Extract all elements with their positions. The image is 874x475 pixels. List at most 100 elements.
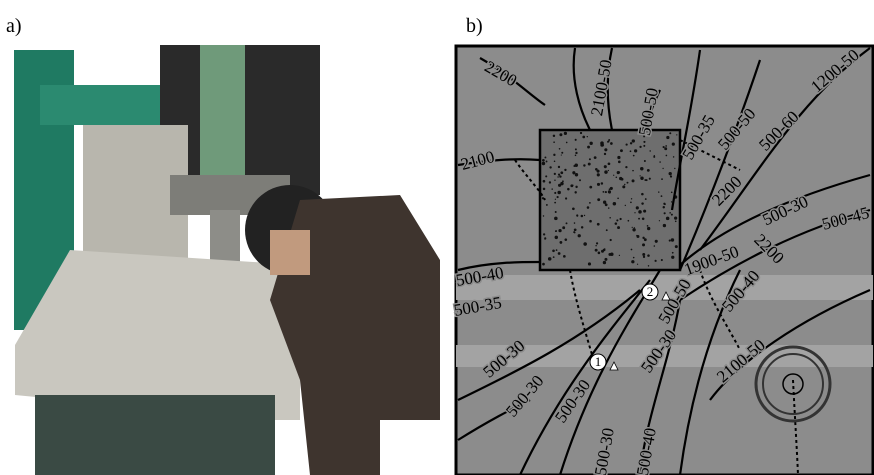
speck [658,191,660,193]
speck [619,217,622,221]
speck [596,173,600,177]
panel-label: b) [466,15,483,37]
crack [679,208,871,301]
speck [643,209,647,213]
speck [589,202,591,204]
speck [640,166,644,171]
speck [560,171,564,175]
speck [572,207,575,211]
speck [661,178,663,181]
marker-label: 1 [595,354,602,369]
speck [604,170,608,174]
dashed-crack [679,139,741,171]
marker-label: 2 [647,284,654,299]
speck [604,203,608,207]
speck [573,228,577,232]
speck [547,257,552,261]
speck [631,226,633,229]
speck [558,147,561,150]
crack [457,260,541,272]
speck [626,181,629,184]
speck [562,226,566,230]
speck [624,183,626,186]
speck [664,203,666,206]
speck [579,131,583,135]
speck [553,172,556,176]
speck [567,187,570,191]
speck [629,150,632,153]
speck [580,226,584,229]
speck [575,185,578,189]
crack [639,89,661,131]
speck [601,249,604,253]
speck [559,133,563,137]
speck [555,230,558,232]
speck [607,162,611,166]
speck [564,168,567,172]
speck [634,149,638,153]
speck [648,177,651,180]
speck [660,195,663,197]
speck [554,235,558,240]
speck [595,244,597,247]
speck [618,171,621,173]
speck [633,227,635,229]
speck [638,210,642,214]
speck [674,216,678,220]
speck [642,236,645,240]
speck [574,138,577,141]
speck [649,150,651,152]
crack [479,57,546,106]
speck [542,179,546,183]
speck [553,160,556,162]
speck [615,176,618,179]
person [270,195,440,475]
speck [563,131,568,136]
speck [636,263,639,265]
speck [617,160,621,164]
speck [594,248,598,252]
actuator [200,45,245,195]
speck [644,198,647,200]
speck [632,256,635,259]
speck [670,201,673,203]
speck [669,175,673,178]
speck [564,238,568,241]
speck [653,154,655,157]
speck [625,143,628,146]
core-center [782,373,804,395]
speck [557,176,559,178]
speck [671,255,675,259]
speck [596,169,600,173]
speck [614,222,618,225]
speck [641,217,645,221]
speck [609,238,612,242]
speck [574,148,577,151]
speck [552,256,555,259]
marker-arrow [661,291,671,301]
speck [561,151,564,154]
speck [654,259,657,262]
speck [600,182,604,185]
speck [658,220,661,222]
speck [554,198,557,200]
speck [625,165,628,169]
slab [15,250,300,420]
speck [553,153,556,157]
speck [542,187,546,191]
speck [643,135,646,138]
speck [627,219,630,222]
speck [548,181,552,184]
crack [670,49,702,211]
speck [597,251,601,255]
speck [559,241,563,244]
speck [659,161,661,163]
speck [666,135,670,140]
speck [556,195,559,199]
speck [631,179,635,183]
speck [642,252,646,256]
speck [583,214,586,217]
speck [587,145,590,149]
